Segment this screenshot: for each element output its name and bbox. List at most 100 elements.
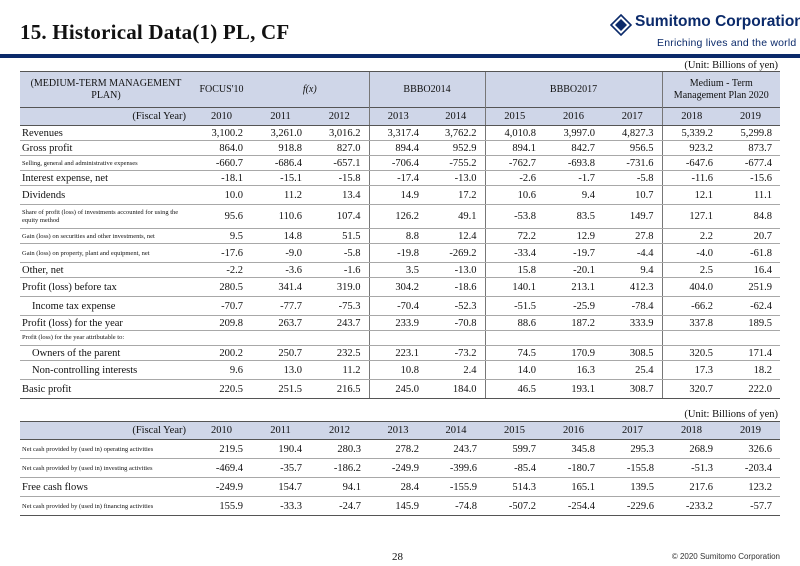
row-label: Profit (loss) before tax [20, 277, 192, 297]
value-cell: 126.2 [368, 204, 428, 229]
value-cell: 3,016.2 [310, 125, 370, 141]
value-cell: 155.9 [192, 496, 251, 516]
value-cell: -2.6 [484, 170, 545, 186]
value-cell: -62.4 [721, 296, 781, 316]
value-cell: -18.1 [192, 170, 251, 186]
value-cell: 28.4 [369, 477, 427, 497]
value-cell: -53.8 [484, 204, 545, 229]
row-label: Non-controlling interests [20, 360, 192, 380]
value-cell: 243.7 [310, 315, 370, 331]
value-cell: 14.8 [251, 228, 310, 244]
value-cell: 5,339.2 [661, 125, 722, 141]
value-cell: 18.2 [721, 360, 781, 380]
value-cell: 219.5 [192, 439, 251, 459]
value-cell: 171.4 [721, 345, 781, 361]
value-cell: 341.4 [251, 277, 310, 297]
value-cell: 304.2 [368, 277, 428, 297]
table-row: Interest expense, net -18.1 -15.1 -15.8 -17.… [20, 170, 781, 186]
table-row: Other, net -2.2 -3.6 -1.6 3.5 -13.0 15.8 -20.1 9… [20, 262, 781, 278]
table-row: Profit (loss) before tax 280.5 341.4 319.0 3… [20, 277, 781, 297]
table-row: Share of profit (loss) of investments ac… [20, 204, 781, 229]
pl-unit-label: (Unit: Billions of yen) [684, 60, 778, 71]
title-divider [0, 54, 800, 58]
value-cell: -78.4 [603, 296, 663, 316]
value-cell: -13.0 [427, 170, 486, 186]
value-cell: 20.7 [721, 228, 781, 244]
value-cell: 232.5 [310, 345, 370, 361]
value-cell: -33.4 [484, 243, 545, 263]
row-label: Gain (loss) on securities and other inve… [20, 228, 192, 244]
logo-tagline: Enriching lives and the world [657, 37, 797, 49]
value-cell: -75.3 [310, 296, 370, 316]
pl-table: (MEDIUM-TERM MANAGEMENT PLAN) FOCUS'10 f… [20, 71, 781, 399]
value-cell [192, 330, 251, 346]
value-cell: -85.4 [485, 458, 544, 478]
value-cell: -1.7 [544, 170, 604, 186]
value-cell: -686.4 [251, 155, 310, 171]
row-label: Interest expense, net [20, 170, 192, 186]
value-cell: 110.6 [251, 204, 310, 229]
value-cell: 5,299.8 [721, 125, 781, 141]
value-cell: 12.4 [427, 228, 486, 244]
value-cell: -4.4 [603, 243, 663, 263]
value-cell: -19.7 [544, 243, 604, 263]
row-label: Dividends [20, 185, 192, 205]
pl-year-header-row: (Fiscal Year) 2010 2011 2012 2013 2014 2015 20… [20, 107, 781, 126]
value-cell: -2.2 [192, 262, 251, 278]
value-cell: -660.7 [192, 155, 251, 171]
year-header: 2017 [603, 107, 663, 126]
plan-bbbo2017: BBBO2017 [484, 71, 663, 108]
table-row: Owners of the parent 200.2 250.7 232.5 223.1… [20, 345, 781, 361]
year-header: 2016 [544, 107, 604, 126]
fiscal-year-label: (Fiscal Year) [20, 421, 192, 440]
cf-year-header-row: (Fiscal Year) 2010 2011 2012 2013 2014 2015 20… [20, 421, 780, 440]
value-cell: -70.8 [427, 315, 486, 331]
value-cell: 9.6 [192, 360, 251, 380]
value-cell: -33.3 [251, 496, 310, 516]
plan-focus10: FOCUS'10 [192, 71, 251, 108]
table-row: Revenues 3,100.2 3,261.0 3,016.2 3,317.4 3,76… [20, 125, 781, 141]
value-cell: -762.7 [484, 155, 545, 171]
logo-name: Sumitomo Corporation [635, 13, 800, 30]
value-cell: 17.2 [427, 185, 486, 205]
value-cell: -70.4 [368, 296, 428, 316]
value-cell: 337.8 [661, 315, 722, 331]
value-cell: 14.0 [484, 360, 545, 380]
value-cell: -18.6 [427, 277, 486, 297]
value-cell: -657.1 [310, 155, 370, 171]
year-header: 2010 [192, 107, 251, 126]
value-cell: 187.2 [544, 315, 604, 331]
pl-plan-header-row: (MEDIUM-TERM MANAGEMENT PLAN) FOCUS'10 f… [20, 71, 781, 108]
value-cell: 3,762.2 [427, 125, 486, 141]
value-cell: -647.6 [661, 155, 722, 171]
page-number: 28 [392, 551, 403, 563]
value-cell: 4,827.3 [603, 125, 663, 141]
value-cell: -17.4 [368, 170, 428, 186]
value-cell: -17.6 [192, 243, 251, 263]
value-cell: 16.4 [721, 262, 781, 278]
value-cell: 94.1 [310, 477, 369, 497]
value-cell: 84.8 [721, 204, 781, 229]
value-cell: -19.8 [368, 243, 428, 263]
value-cell: 599.7 [485, 439, 544, 459]
value-cell: -24.7 [310, 496, 369, 516]
plan-fx: f(x) [251, 71, 370, 108]
value-cell: 11.1 [721, 185, 781, 205]
value-cell: 280.3 [310, 439, 369, 459]
value-cell: -52.3 [427, 296, 486, 316]
value-cell: 10.8 [368, 360, 428, 380]
value-cell: 9.4 [603, 262, 663, 278]
year-header: 2015 [485, 421, 544, 440]
value-cell: 278.2 [369, 439, 427, 459]
value-cell: 842.7 [544, 140, 604, 156]
value-cell: -51.5 [484, 296, 545, 316]
table-row: Gain (loss) on property, plant and equip… [20, 243, 781, 263]
row-label: Income tax expense [20, 296, 192, 316]
value-cell: 72.2 [484, 228, 545, 244]
row-label: Selling, general and administrative expe… [20, 155, 192, 171]
value-cell: 10.6 [484, 185, 545, 205]
year-header: 2010 [192, 421, 251, 440]
value-cell: 170.9 [544, 345, 604, 361]
value-cell: 216.5 [310, 379, 370, 399]
value-cell [251, 330, 310, 346]
